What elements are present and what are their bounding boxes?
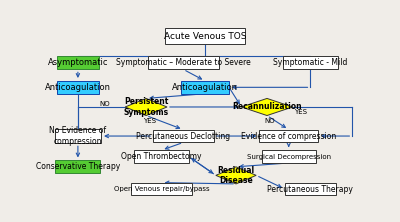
Text: Surgical Decompression: Surgical Decompression [247,154,331,160]
Text: Symptomatic – Moderate to Severe: Symptomatic – Moderate to Severe [116,58,251,67]
Polygon shape [125,98,167,115]
FancyBboxPatch shape [165,28,245,44]
Text: Persistent
Symptoms: Persistent Symptoms [124,97,169,117]
Text: Residual
Disease: Residual Disease [218,166,254,185]
FancyBboxPatch shape [262,150,316,163]
Polygon shape [242,98,292,115]
Text: Asymptomatic: Asymptomatic [48,58,108,67]
Text: YES: YES [294,109,307,115]
Text: Open Thrombectomy: Open Thrombectomy [121,152,202,161]
FancyBboxPatch shape [181,81,229,94]
FancyBboxPatch shape [134,150,189,163]
FancyBboxPatch shape [259,130,318,143]
FancyBboxPatch shape [283,56,338,69]
Text: Anticoagulation: Anticoagulation [172,83,238,92]
Text: Percutaneous Therapy: Percutaneous Therapy [268,184,353,194]
FancyBboxPatch shape [57,81,99,94]
FancyBboxPatch shape [153,130,214,143]
Text: NO: NO [265,118,276,124]
Text: No Evidence of
compression: No Evidence of compression [49,126,106,146]
Text: Evidence of compression: Evidence of compression [241,132,336,141]
Text: Conservative Therapy: Conservative Therapy [36,162,120,171]
FancyBboxPatch shape [131,183,192,195]
Text: NO: NO [99,101,110,107]
FancyBboxPatch shape [56,161,100,173]
Polygon shape [216,167,256,184]
Text: Open Venous repair/bypass: Open Venous repair/bypass [114,186,210,192]
FancyBboxPatch shape [55,129,101,143]
Text: Acute Venous TOS: Acute Venous TOS [164,32,246,41]
Text: Anticoagulation: Anticoagulation [45,83,111,92]
FancyBboxPatch shape [57,56,99,69]
Text: Symptomatic - Mild: Symptomatic - Mild [273,58,348,67]
Text: YES: YES [143,118,156,124]
Text: Recannulization: Recannulization [232,103,302,111]
Text: Percutaneous Declotting: Percutaneous Declotting [136,132,230,141]
FancyBboxPatch shape [285,183,336,195]
FancyBboxPatch shape [148,56,219,69]
